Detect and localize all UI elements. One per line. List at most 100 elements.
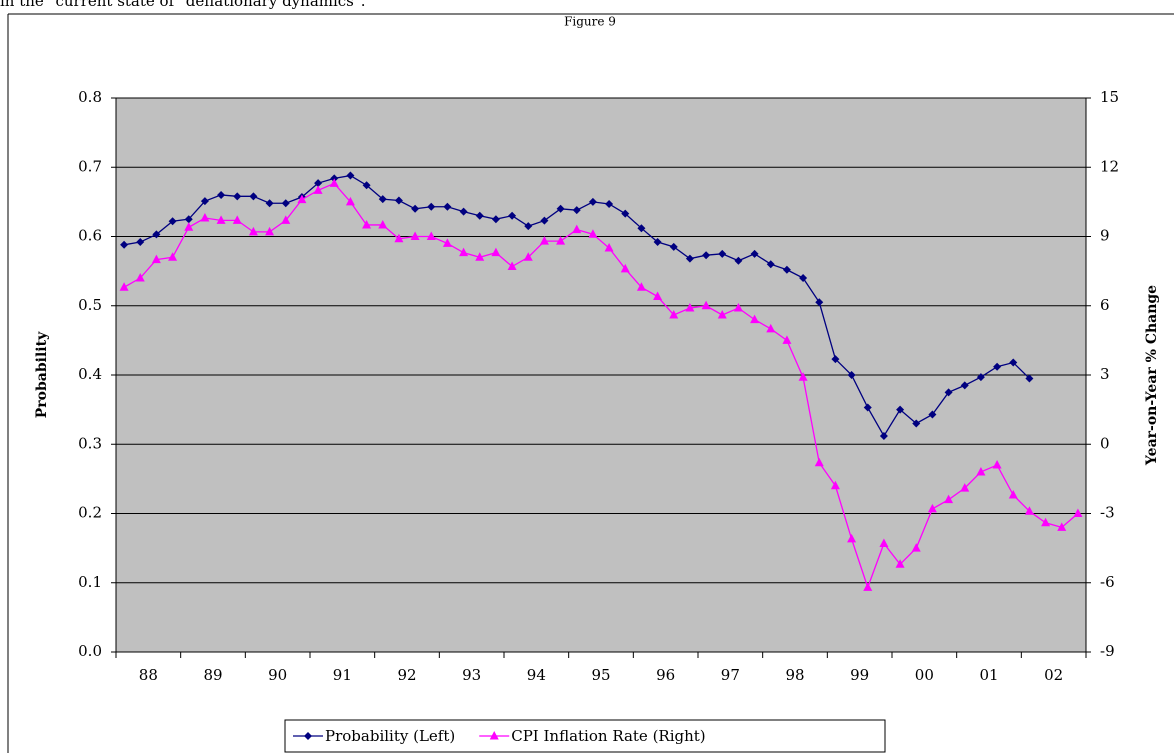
x-tick-label: 91 — [333, 666, 352, 684]
point — [847, 371, 856, 379]
point — [944, 388, 953, 397]
point — [233, 192, 242, 201]
y-axis-label: Probability — [34, 331, 50, 418]
point — [782, 265, 791, 274]
x-tick-label: 97 — [721, 666, 740, 684]
point — [330, 174, 339, 183]
point — [799, 274, 808, 283]
point — [960, 381, 969, 390]
x-tick-label: 00 — [915, 666, 934, 684]
point — [911, 543, 921, 552]
point — [151, 254, 161, 264]
point — [329, 178, 339, 187]
x-tick-label: 88 — [139, 666, 158, 684]
point — [750, 314, 760, 324]
y2-tick-label: 3 — [1100, 365, 1110, 383]
point — [976, 466, 986, 476]
point — [508, 211, 517, 220]
point — [814, 457, 824, 467]
point — [556, 204, 565, 213]
point — [459, 247, 469, 257]
point — [992, 460, 1002, 469]
point — [588, 229, 598, 238]
point — [120, 240, 129, 249]
point — [620, 263, 630, 273]
y2-tick-label: 6 — [1100, 296, 1110, 314]
point — [863, 582, 873, 591]
point — [362, 181, 371, 190]
x-tick-label: 93 — [462, 666, 481, 684]
y-tick-label: 0.0 — [78, 642, 102, 660]
point — [362, 219, 372, 229]
point — [685, 303, 695, 312]
point — [136, 238, 145, 247]
point — [766, 323, 776, 333]
point — [847, 533, 857, 543]
x-tick-label: 02 — [1044, 666, 1063, 684]
point — [232, 215, 242, 224]
point — [475, 211, 484, 220]
point — [895, 559, 905, 568]
y2-tick-label: 0 — [1100, 434, 1110, 452]
point — [1073, 508, 1083, 517]
point — [281, 199, 290, 208]
y2-tick-label: -6 — [1100, 573, 1115, 591]
point — [927, 503, 937, 513]
point — [863, 403, 872, 412]
x-tick-label: 99 — [850, 666, 869, 684]
point — [281, 215, 291, 224]
point — [216, 215, 226, 224]
point — [815, 298, 824, 307]
y-tick-label: 0.7 — [78, 157, 102, 175]
point — [523, 252, 533, 261]
point — [653, 238, 662, 247]
point — [621, 209, 630, 218]
point — [702, 251, 711, 260]
point — [928, 410, 937, 419]
y2-tick-label: 15 — [1100, 88, 1119, 106]
point — [669, 242, 678, 251]
point — [411, 204, 420, 213]
point — [1025, 374, 1034, 383]
legend-label: Probability (Left) — [325, 727, 455, 745]
y-tick-label: 0.1 — [78, 573, 102, 591]
point — [1008, 490, 1018, 499]
point — [304, 732, 312, 740]
point — [394, 233, 404, 243]
point — [427, 202, 436, 211]
point — [217, 190, 226, 199]
point — [410, 231, 420, 240]
point — [960, 483, 970, 492]
point — [1041, 517, 1051, 527]
point — [135, 273, 145, 282]
point — [604, 243, 614, 252]
point — [912, 419, 921, 428]
x-tick-label: 98 — [785, 666, 804, 684]
point — [524, 222, 533, 231]
point — [249, 192, 258, 201]
point — [248, 226, 258, 236]
point — [475, 252, 485, 261]
point — [605, 199, 614, 208]
point — [879, 431, 888, 440]
point — [766, 260, 775, 269]
y2-axis-label: Year-on-Year % Change — [1144, 285, 1160, 466]
y-tick-label: 0.2 — [78, 504, 102, 522]
point — [831, 355, 840, 364]
point — [669, 309, 679, 319]
point — [782, 335, 792, 344]
x-tick-label: 96 — [656, 666, 675, 684]
y2-tick-label: -3 — [1100, 504, 1115, 522]
chart-title: Figure 9 — [564, 15, 616, 29]
point — [750, 249, 759, 258]
point — [993, 362, 1002, 371]
point — [734, 256, 743, 265]
point — [442, 238, 452, 247]
point — [1009, 358, 1018, 367]
point — [539, 236, 549, 245]
point — [314, 179, 323, 188]
point — [1057, 522, 1067, 531]
point — [944, 494, 954, 504]
